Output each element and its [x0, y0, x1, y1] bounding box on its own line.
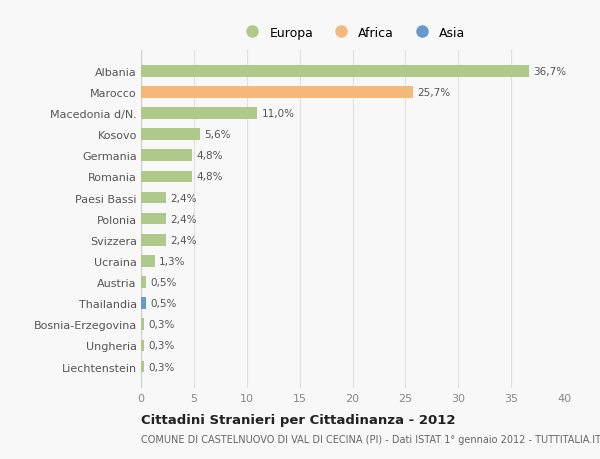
- Text: 36,7%: 36,7%: [533, 67, 566, 77]
- Text: Cittadini Stranieri per Cittadinanza - 2012: Cittadini Stranieri per Cittadinanza - 2…: [141, 413, 455, 426]
- Text: 0,3%: 0,3%: [148, 362, 175, 372]
- Bar: [141, 298, 146, 309]
- Text: 0,5%: 0,5%: [151, 298, 177, 308]
- Bar: [141, 319, 144, 330]
- Text: 0,3%: 0,3%: [148, 341, 175, 351]
- Bar: [141, 66, 529, 78]
- Bar: [141, 150, 192, 162]
- Text: 25,7%: 25,7%: [417, 88, 450, 98]
- Bar: [141, 361, 144, 373]
- Text: 2,4%: 2,4%: [170, 193, 197, 203]
- Bar: [141, 171, 192, 183]
- Bar: [141, 129, 200, 140]
- Text: 4,8%: 4,8%: [196, 172, 223, 182]
- Text: 2,4%: 2,4%: [170, 214, 197, 224]
- Bar: [141, 256, 155, 267]
- Bar: [141, 87, 413, 99]
- Bar: [141, 340, 144, 352]
- Text: 4,8%: 4,8%: [196, 151, 223, 161]
- Bar: [141, 277, 146, 288]
- Bar: [141, 108, 257, 120]
- Legend: Europa, Africa, Asia: Europa, Africa, Asia: [236, 23, 469, 44]
- Text: 1,3%: 1,3%: [159, 256, 185, 266]
- Bar: [141, 235, 166, 246]
- Bar: [141, 213, 166, 225]
- Bar: [141, 192, 166, 204]
- Text: 0,5%: 0,5%: [151, 277, 177, 287]
- Text: 11,0%: 11,0%: [262, 109, 295, 119]
- Text: 2,4%: 2,4%: [170, 235, 197, 245]
- Text: COMUNE DI CASTELNUOVO DI VAL DI CECINA (PI) - Dati ISTAT 1° gennaio 2012 - TUTTI: COMUNE DI CASTELNUOVO DI VAL DI CECINA (…: [141, 434, 600, 444]
- Text: 5,6%: 5,6%: [205, 130, 231, 140]
- Text: 0,3%: 0,3%: [148, 319, 175, 330]
